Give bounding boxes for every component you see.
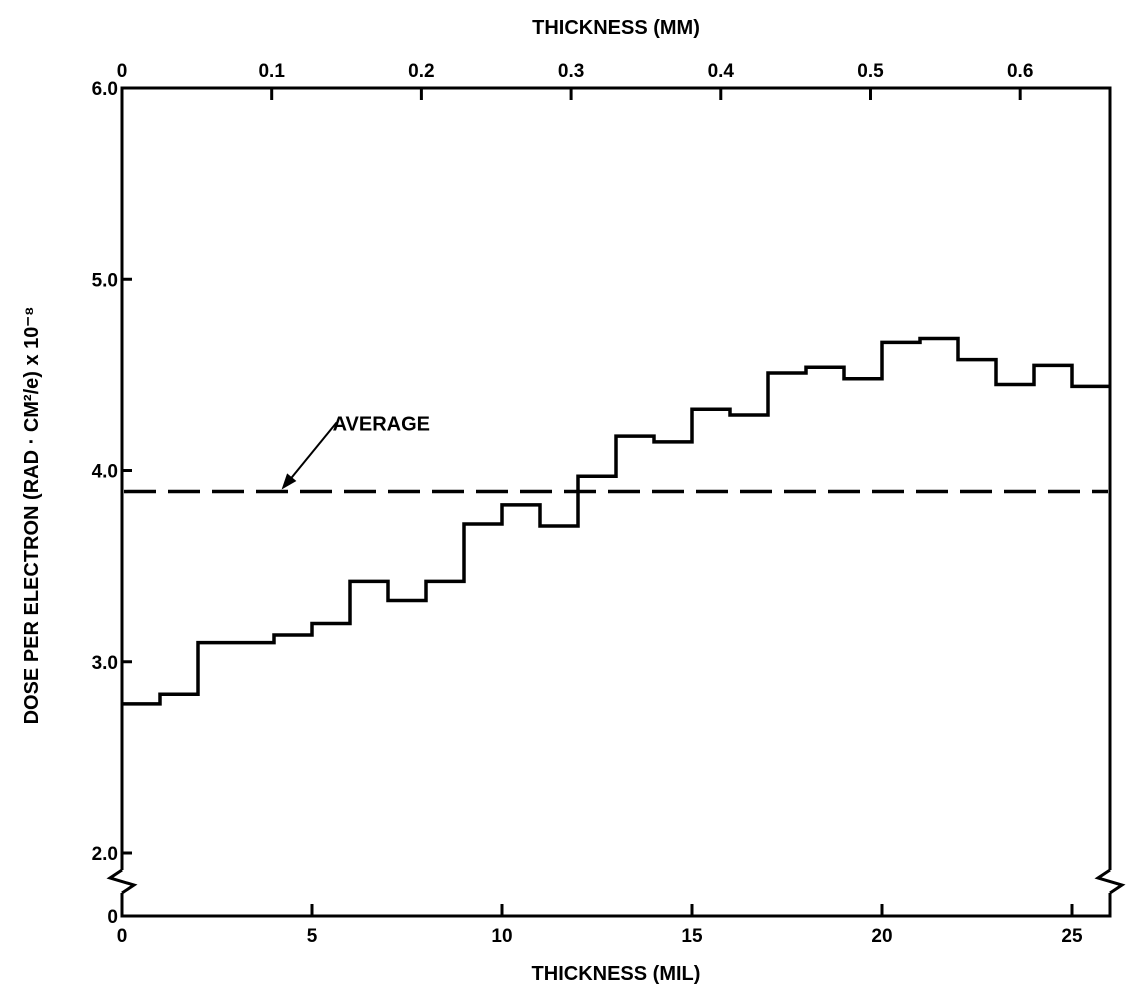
- right-axis-break: [1098, 870, 1122, 893]
- x2-ticks: 0 0.1 0.2 0.3 0.4 0.5 0.6: [117, 61, 1034, 100]
- y-tick-label: 6.0: [92, 79, 118, 100]
- y-tick-label: 3.0: [92, 653, 118, 674]
- x-tick-label: 0: [117, 926, 128, 947]
- average-arrow: [288, 423, 337, 483]
- dose-step-series: [122, 339, 1110, 704]
- y-tick-label: 5.0: [92, 270, 118, 291]
- x2-tick-label: 0.3: [558, 61, 584, 82]
- x-axis-title: THICKNESS (MIL): [532, 963, 701, 985]
- x2-axis-title: THICKNESS (MM): [532, 17, 700, 39]
- average-annotation: AVERAGE: [282, 414, 430, 490]
- x-tick-label: 15: [681, 926, 703, 947]
- x-ticks: 0 5 10 15 20 25: [117, 904, 1083, 947]
- x2-tick-label: 0.6: [1007, 61, 1033, 82]
- y-ticks: 2.0 3.0 4.0 5.0 6.0: [92, 79, 132, 865]
- x2-tick-label: 0.1: [258, 61, 285, 82]
- y-break-label: 0: [107, 907, 118, 928]
- x-tick-label: 25: [1061, 926, 1083, 947]
- average-label: AVERAGE: [333, 414, 430, 436]
- left-axis-break: [110, 870, 134, 893]
- axis-break-marks: [110, 870, 1122, 893]
- x2-tick-label: 0.2: [408, 61, 434, 82]
- x2-tick-label: 0.5: [857, 61, 884, 82]
- y-tick-label: 4.0: [92, 462, 118, 483]
- x-tick-label: 10: [491, 926, 512, 947]
- x2-tick-label: 0.4: [708, 61, 735, 82]
- x-tick-label: 5: [307, 926, 318, 947]
- y-axis-title: DOSE PER ELECTRON (RAD · CM²/e) x 10⁻⁸: [21, 307, 43, 725]
- y-tick-label: 2.0: [92, 844, 118, 865]
- plot-frame: [122, 88, 1110, 916]
- x2-tick-label: 0: [117, 61, 128, 82]
- x-tick-label: 20: [871, 926, 892, 947]
